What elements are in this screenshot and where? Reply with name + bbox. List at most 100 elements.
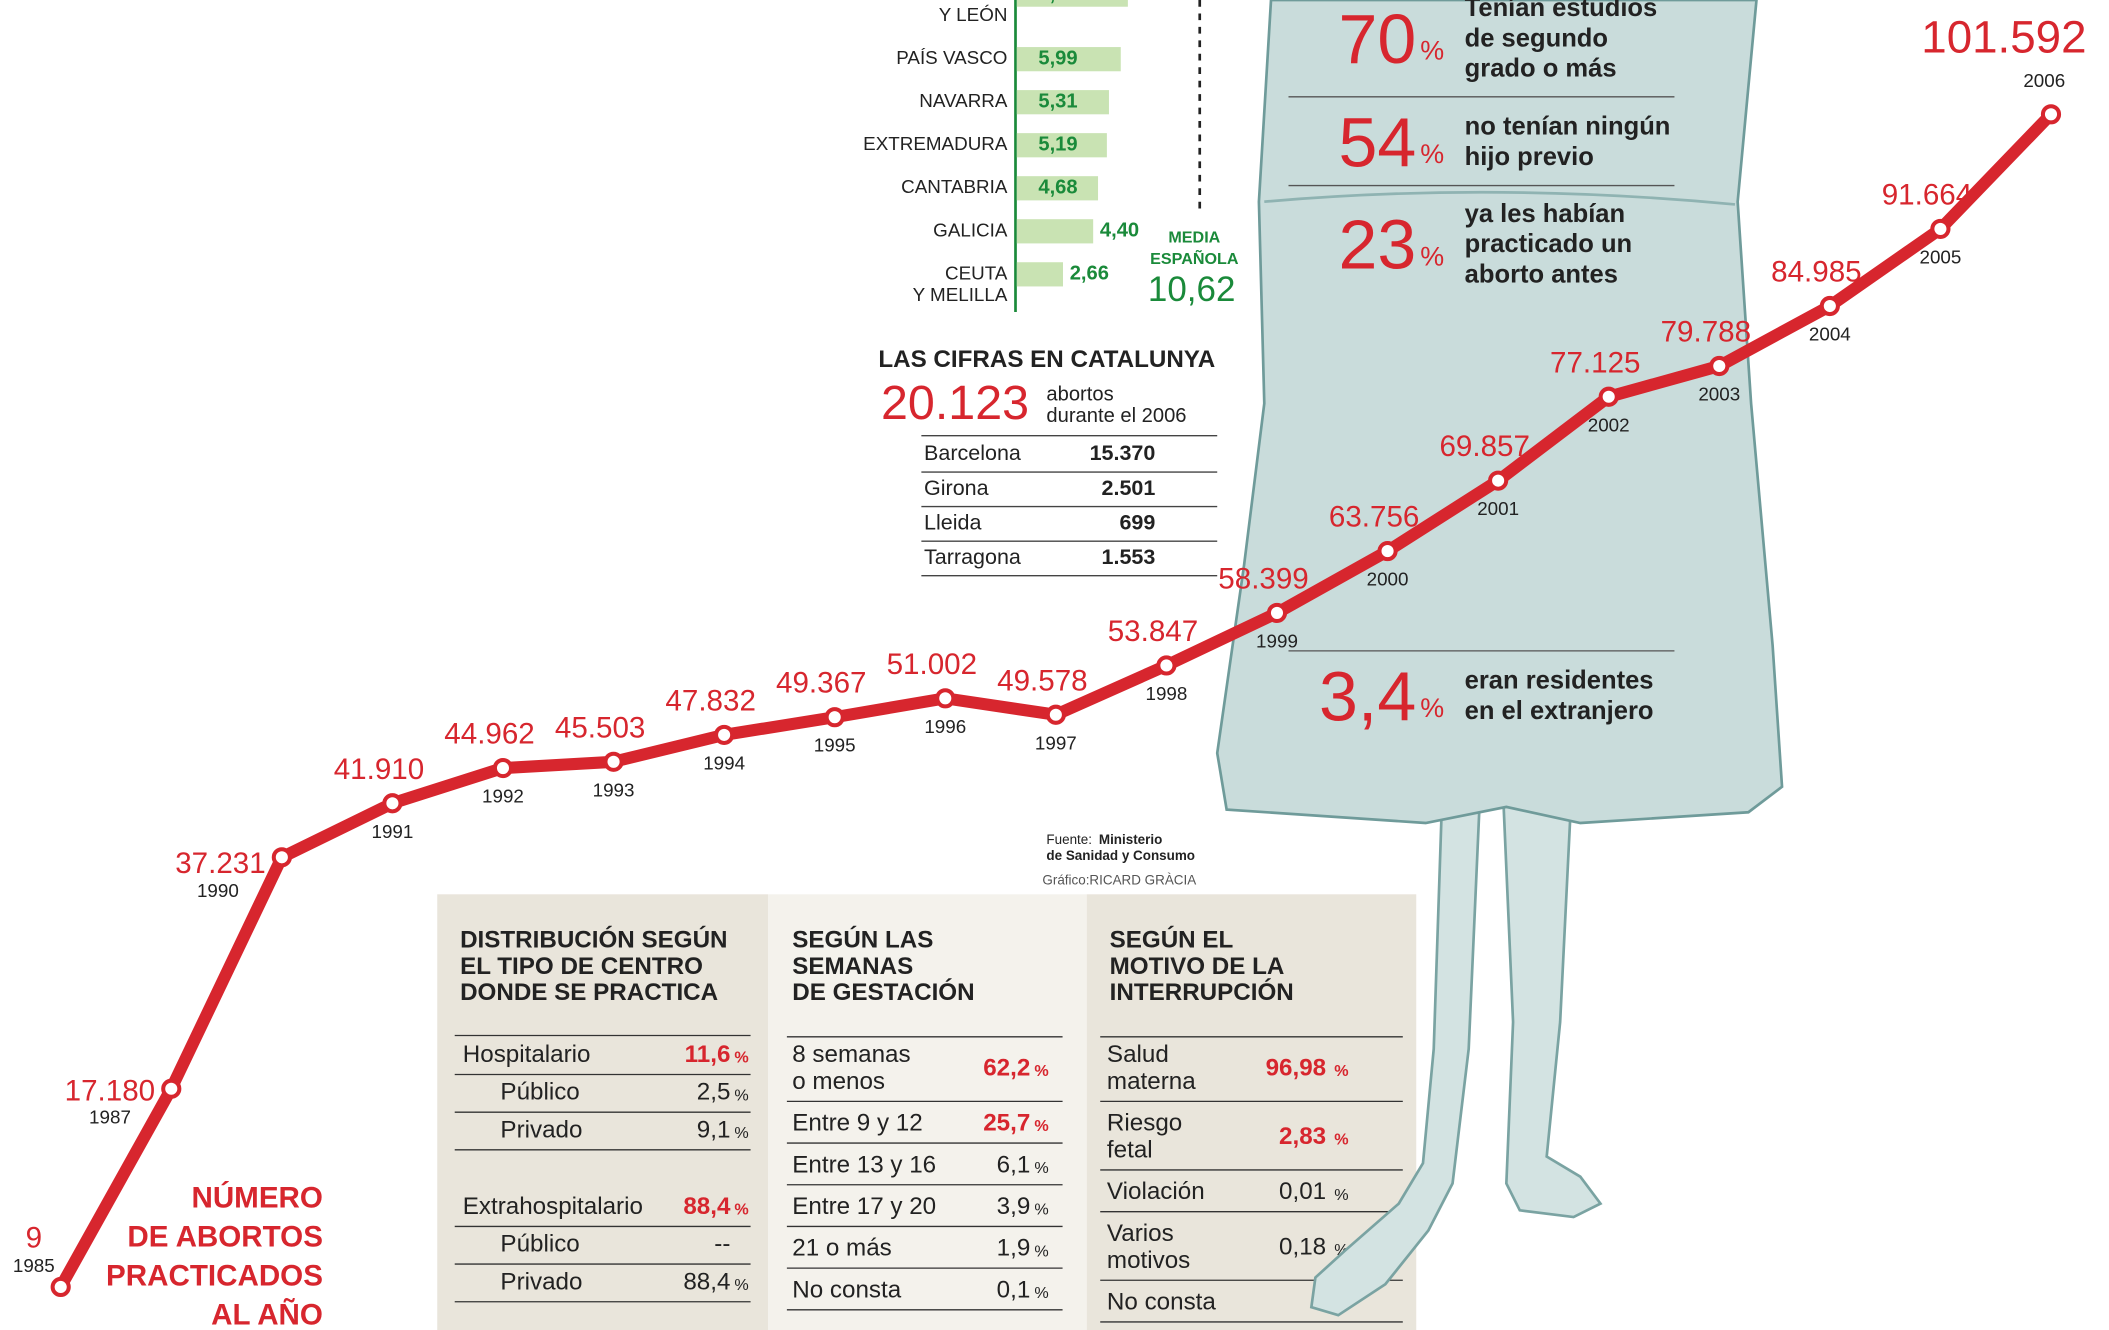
panel-title: MOTIVO DE LA — [1110, 953, 1285, 980]
category-label: Y MELILLA — [913, 284, 1008, 305]
x-tick-label: 2004 — [1809, 324, 1851, 345]
data-point — [1601, 389, 1617, 405]
row-value: 25,7 — [983, 1110, 1030, 1137]
bar — [1017, 219, 1093, 243]
stat-value: 23 — [1338, 206, 1416, 284]
reference-value: 10,62 — [1148, 270, 1235, 309]
value-label: 58.399 — [1218, 562, 1308, 595]
stat-unit: % — [1420, 36, 1444, 66]
row-label: Varios — [1107, 1220, 1174, 1247]
category-label: CANTABRIA — [901, 176, 1008, 197]
value-label: 9 — [26, 1222, 42, 1255]
panel-title: SEGÚN LAS — [792, 926, 933, 954]
value-label: 5,19 — [1038, 134, 1077, 156]
row-label: Hospitalario — [463, 1041, 591, 1068]
stat-value: 70 — [1338, 0, 1416, 78]
reference-label: MEDIA — [1168, 228, 1220, 246]
x-tick-label: 2005 — [1919, 246, 1961, 267]
data-point — [1269, 605, 1285, 621]
row-label: Barcelona — [924, 441, 1021, 465]
value-label: 53.847 — [1108, 615, 1198, 648]
value-label: 51.002 — [887, 648, 977, 681]
chart-title: DE ABORTOS — [127, 1220, 323, 1253]
row-label: Entre 9 y 12 — [792, 1110, 922, 1137]
value-label: 84.985 — [1771, 256, 1861, 289]
row-label: Girona — [924, 476, 989, 500]
leg — [1504, 804, 1601, 1217]
row-value: 699 — [1119, 510, 1155, 534]
value-label: 17.180 — [65, 1075, 155, 1108]
x-tick-label: 1999 — [1256, 630, 1298, 651]
row-unit: % — [1034, 1062, 1048, 1080]
stat-text: eran residentes — [1465, 667, 1654, 695]
stat-text: aborto antes — [1465, 260, 1618, 288]
value-label: 47.832 — [665, 684, 755, 717]
value-label: 41.910 — [334, 753, 424, 786]
row-label: Privado — [500, 1268, 582, 1295]
stat-text: grado o más — [1465, 55, 1617, 83]
panel-title: DISTRIBUCIÓN SEGÚN — [460, 926, 727, 954]
value-label: 2,66 — [1070, 263, 1109, 285]
x-tick-label: 1994 — [703, 752, 745, 773]
row-unit: % — [1334, 1186, 1348, 1204]
row-value: 2,83 — [1279, 1123, 1326, 1150]
data-point — [274, 849, 290, 865]
x-tick-label: 2000 — [1367, 569, 1409, 590]
data-point — [1379, 543, 1395, 559]
stat-unit: % — [1420, 693, 1444, 723]
row-unit: % — [734, 1276, 748, 1294]
row-label: 21 o más — [792, 1235, 891, 1262]
value-label: 101.592 — [1921, 11, 2086, 62]
reference-label: ESPAÑOLA — [1150, 248, 1239, 268]
row-value: 2.501 — [1102, 476, 1156, 500]
category-label: GALICIA — [933, 219, 1008, 240]
row-label: No consta — [1107, 1288, 1216, 1315]
data-point — [937, 690, 953, 706]
data-point — [384, 795, 400, 811]
row-value: 0,18 — [1279, 1233, 1326, 1260]
data-point — [1158, 657, 1174, 673]
value-label: 49.367 — [776, 667, 866, 700]
section-title: LAS CIFRAS EN CATALUNYA — [878, 346, 1215, 373]
stat-text: de segundo — [1465, 24, 1608, 52]
total-text: abortos — [1046, 384, 1113, 406]
row-label: motivos — [1107, 1247, 1190, 1274]
value-label: 4,68 — [1038, 177, 1077, 199]
row-unit: % — [1334, 1062, 1348, 1080]
data-point — [827, 709, 843, 725]
panel-title: DE GESTACIÓN — [792, 978, 974, 1006]
x-tick-label: 1997 — [1035, 732, 1077, 753]
row-value: 11,6 — [685, 1041, 731, 1068]
row-value: 9,1 — [697, 1116, 731, 1143]
chart-title: AL AÑO — [211, 1297, 323, 1330]
row-unit: % — [734, 1086, 748, 1104]
row-label: Riesgo — [1107, 1110, 1182, 1137]
category-label: CEUTA — [945, 262, 1008, 283]
stat-value: 54 — [1338, 103, 1416, 181]
row-label: Entre 13 y 16 — [792, 1151, 936, 1178]
value-label: 45.503 — [555, 711, 645, 744]
category-label: PAÍS VASCO — [896, 47, 1007, 68]
data-point — [495, 760, 511, 776]
row-value: 88,4 — [683, 1268, 730, 1295]
source-prefix: Fuente: — [1046, 832, 1092, 847]
chart-title: NÚMERO — [191, 1180, 322, 1214]
row-label: fetal — [1107, 1137, 1153, 1164]
credit: Gráfico:RICARD GRÀCIA — [1042, 872, 1196, 887]
x-tick-label: 2006 — [2023, 70, 2065, 91]
x-tick-label: 1990 — [197, 880, 239, 901]
data-point — [53, 1279, 69, 1295]
stat-text: en el extranjero — [1465, 697, 1654, 725]
panel-title: DONDE SE PRACTICA — [460, 979, 718, 1006]
data-point — [1048, 707, 1064, 723]
x-tick-label: 1996 — [924, 716, 966, 737]
data-point — [1932, 221, 1948, 237]
category-label: NAVARRA — [919, 90, 1008, 111]
row-label: Entre 17 y 20 — [792, 1193, 936, 1220]
value-label: 77.125 — [1550, 346, 1640, 379]
data-point — [605, 754, 621, 770]
panel-title: INTERRUPCIÓN — [1110, 978, 1294, 1006]
x-tick-label: 1985 — [13, 1255, 55, 1276]
value-label: 5,99 — [1038, 47, 1077, 69]
data-point — [716, 727, 732, 743]
